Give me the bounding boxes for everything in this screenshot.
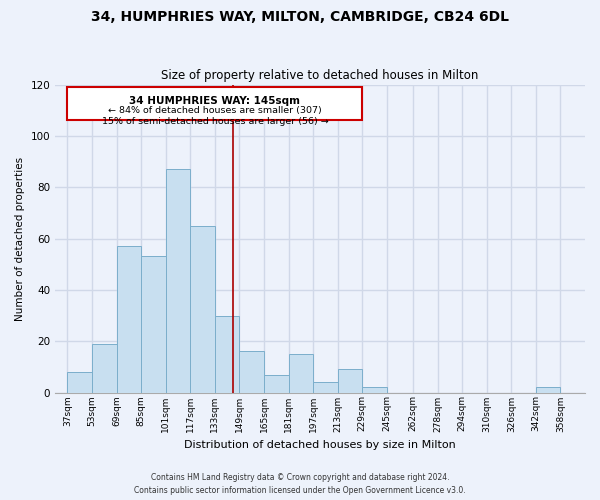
Text: Contains HM Land Registry data © Crown copyright and database right 2024.
Contai: Contains HM Land Registry data © Crown c… — [134, 474, 466, 495]
Bar — [215, 316, 239, 392]
Bar — [67, 372, 92, 392]
Bar — [116, 246, 141, 392]
Title: Size of property relative to detached houses in Milton: Size of property relative to detached ho… — [161, 69, 479, 82]
Bar — [289, 354, 313, 393]
Bar — [190, 226, 215, 392]
Bar — [92, 344, 116, 393]
Text: 34 HUMPHRIES WAY: 145sqm: 34 HUMPHRIES WAY: 145sqm — [130, 96, 301, 106]
Bar — [239, 352, 264, 393]
Text: 34, HUMPHRIES WAY, MILTON, CAMBRIDGE, CB24 6DL: 34, HUMPHRIES WAY, MILTON, CAMBRIDGE, CB… — [91, 10, 509, 24]
Bar — [67, 87, 362, 120]
Bar — [536, 388, 560, 392]
Bar — [141, 256, 166, 392]
Bar — [166, 169, 190, 392]
Bar — [264, 374, 289, 392]
Bar — [338, 370, 362, 392]
Text: ← 84% of detached houses are smaller (307): ← 84% of detached houses are smaller (30… — [108, 106, 322, 116]
Text: 15% of semi-detached houses are larger (56) →: 15% of semi-detached houses are larger (… — [101, 116, 328, 126]
Bar — [362, 388, 387, 392]
Bar — [313, 382, 338, 392]
X-axis label: Distribution of detached houses by size in Milton: Distribution of detached houses by size … — [184, 440, 456, 450]
Y-axis label: Number of detached properties: Number of detached properties — [15, 156, 25, 320]
